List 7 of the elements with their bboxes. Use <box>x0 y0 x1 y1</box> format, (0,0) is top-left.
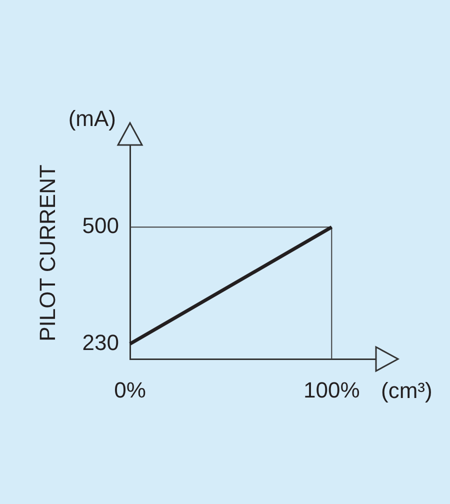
x-tick-label: 100% <box>304 377 360 402</box>
y-axis-title: PILOT CURRENT <box>35 164 60 342</box>
text: (mA) <box>68 106 116 131</box>
y-tick-label: 230 <box>82 330 119 355</box>
x-tick-label: 0% <box>114 377 146 402</box>
x-axis-title: (cm³) <box>381 378 432 403</box>
y-tick-label: 500 <box>82 213 119 238</box>
